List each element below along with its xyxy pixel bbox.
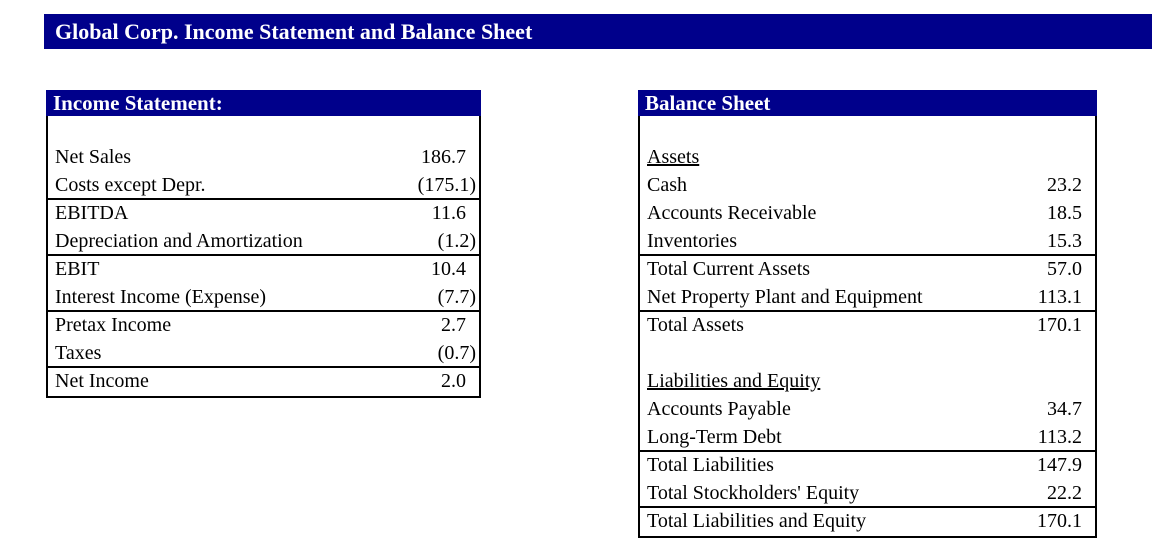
row-value: 22.2 [1047, 482, 1082, 504]
income-statement-body: Net Sales 186.7 Costs except Depr. (175.1) E… [46, 116, 481, 398]
balance-sheet-header: Balance Sheet [638, 90, 1097, 116]
balance-sheet-body: Assets Cash 23.2 Accounts Receivable 18.5 Inv… [638, 116, 1097, 538]
table-row: Depreciation and Amortization (1.2) [48, 228, 479, 256]
table-row: Total Current Assets 57.0 [640, 256, 1095, 284]
row-value: 18.5 [1047, 202, 1082, 224]
row-label: EBIT [55, 258, 100, 280]
table-row: Net Sales 186.7 [48, 144, 479, 172]
row-label: Total Liabilities and Equity [647, 510, 867, 532]
table-row: Total Assets 170.1 [640, 312, 1095, 340]
row-value: 170.1 [1037, 510, 1082, 532]
table-row: Net Property Plant and Equipment 113.1 [640, 284, 1095, 312]
table-row: Long-Term Debt 113.2 [640, 424, 1095, 452]
row-value: 23.2 [1047, 174, 1082, 196]
row-label: Accounts Receivable [647, 202, 817, 224]
table-row: Accounts Receivable 18.5 [640, 200, 1095, 228]
row-label: Interest Income (Expense) [55, 286, 267, 308]
row-label: Liabilities and Equity [647, 370, 821, 392]
table-row: Net Income 2.0 [48, 368, 479, 396]
row-label: Net Sales [55, 146, 132, 168]
table-row: Assets [640, 144, 1095, 172]
row-label: Total Assets [647, 314, 744, 336]
page-title: Global Corp. Income Statement and Balanc… [44, 14, 1152, 49]
table-row: Interest Income (Expense) (7.7) [48, 284, 479, 312]
row-label: Depreciation and Amortization [55, 230, 303, 252]
row-value: 10.4 [431, 258, 466, 280]
row-label: Net Income [55, 370, 149, 392]
row-value: (0.7) [437, 342, 476, 364]
balance-sheet-table: Balance Sheet Assets Cash 23.2 Accounts Rec… [638, 90, 1097, 538]
row-label: Total Stockholders' Equity [647, 482, 860, 504]
row-value: 2.0 [441, 370, 466, 392]
table-row [48, 116, 479, 144]
row-label: Net Property Plant and Equipment [647, 286, 923, 308]
table-row: Accounts Payable 34.7 [640, 396, 1095, 424]
table-row [640, 340, 1095, 368]
row-value: (1.2) [437, 230, 476, 252]
row-label: Assets [647, 146, 700, 168]
row-value: 147.9 [1037, 454, 1082, 476]
table-row: Inventories 15.3 [640, 228, 1095, 256]
table-row: Taxes (0.7) [48, 340, 479, 368]
table-row: Total Stockholders' Equity 22.2 [640, 480, 1095, 508]
table-row: Liabilities and Equity [640, 368, 1095, 396]
row-value: (7.7) [437, 286, 476, 308]
row-value: (175.1) [417, 174, 476, 196]
income-statement-header: Income Statement: [46, 90, 481, 116]
row-value: 113.1 [1037, 286, 1082, 308]
row-label: Accounts Payable [647, 398, 791, 420]
table-row: Costs except Depr. (175.1) [48, 172, 479, 200]
row-value: 57.0 [1047, 258, 1082, 280]
row-value: 15.3 [1047, 230, 1082, 252]
row-label: Long-Term Debt [647, 426, 782, 448]
row-value: 11.6 [431, 202, 466, 224]
row-value: 34.7 [1047, 398, 1082, 420]
table-row: EBIT 10.4 [48, 256, 479, 284]
table-row: Cash 23.2 [640, 172, 1095, 200]
row-label: Pretax Income [55, 314, 172, 336]
row-value: 2.7 [441, 314, 466, 336]
table-row: Total Liabilities 147.9 [640, 452, 1095, 480]
row-label: Costs except Depr. [55, 174, 206, 196]
row-label: Total Liabilities [647, 454, 774, 476]
table-row: Total Liabilities and Equity 170.1 [640, 508, 1095, 536]
row-value: 170.1 [1037, 314, 1082, 336]
row-value: 186.7 [421, 146, 466, 168]
row-label: Cash [647, 174, 687, 196]
table-row [640, 116, 1095, 144]
row-label: EBITDA [55, 202, 129, 224]
income-statement-table: Income Statement: Net Sales 186.7 Costs ex… [46, 90, 481, 398]
table-row: Pretax Income 2.7 [48, 312, 479, 340]
row-label: Taxes [55, 342, 102, 364]
row-value: 113.2 [1037, 426, 1082, 448]
row-label: Inventories [647, 230, 737, 252]
row-label: Total Current Assets [647, 258, 811, 280]
table-row: EBITDA 11.6 [48, 200, 479, 228]
